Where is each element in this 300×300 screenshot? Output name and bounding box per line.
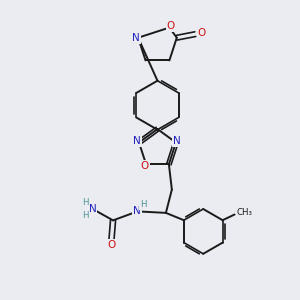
Text: O: O xyxy=(107,240,116,250)
Text: H: H xyxy=(140,200,146,209)
Text: O: O xyxy=(167,21,175,31)
Text: H: H xyxy=(82,198,89,207)
Text: N: N xyxy=(133,33,140,43)
Text: N: N xyxy=(88,204,96,214)
Text: N: N xyxy=(133,136,141,146)
Text: CH₃: CH₃ xyxy=(237,208,253,217)
Text: H: H xyxy=(82,211,89,220)
Text: O: O xyxy=(141,161,149,171)
Text: N: N xyxy=(173,136,181,146)
Text: N: N xyxy=(133,206,141,216)
Text: O: O xyxy=(198,28,206,38)
